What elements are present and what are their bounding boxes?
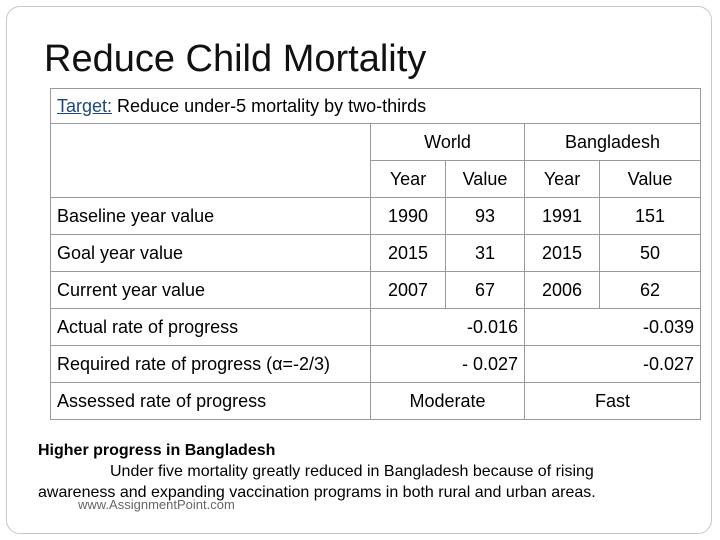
table-row: Current year value 2007 67 2006 62 bbox=[50, 271, 702, 309]
group-header-row: World Bangladesh bbox=[50, 123, 702, 198]
slide-title: Reduce Child Mortality bbox=[44, 38, 427, 80]
rate-row: Actual rate of progress -0.016 -0.039 bbox=[50, 308, 702, 346]
world-value-cell: 31 bbox=[445, 234, 525, 272]
bd-year-cell: 2006 bbox=[524, 271, 600, 309]
world-rate-cell: - 0.027 bbox=[370, 345, 525, 383]
bangladesh-header: Bangladesh bbox=[523, 123, 702, 161]
world-year-cell: 1990 bbox=[370, 197, 446, 235]
world-year-cell: 2007 bbox=[370, 271, 446, 309]
bd-rate-cell: -0.027 bbox=[523, 345, 702, 383]
target-cell: Target: Reduce under-5 mortality by two-… bbox=[49, 88, 702, 124]
bd-year-header: Year bbox=[524, 160, 600, 198]
slide-frame bbox=[6, 6, 712, 534]
rate-row: Assessed rate of progress Moderate Fast bbox=[50, 382, 702, 420]
bd-year-cell: 1991 bbox=[524, 197, 600, 235]
rate-label: Assessed rate of progress bbox=[50, 382, 371, 420]
target-label: Target: bbox=[57, 95, 113, 116]
bd-value-header: Value bbox=[598, 160, 702, 198]
rate-row: Required rate of progress (α=-2/3) - 0.0… bbox=[50, 345, 702, 383]
rate-label: Actual rate of progress bbox=[50, 308, 371, 346]
summary-line-1: Under five mortality greatly reduced in … bbox=[110, 463, 594, 480]
bd-value-cell: 50 bbox=[598, 234, 702, 272]
world-value-cell: 67 bbox=[445, 271, 525, 309]
rate-label: Required rate of progress (α=-2/3) bbox=[50, 345, 371, 383]
table-row: Baseline year value 1990 93 1991 151 bbox=[50, 197, 702, 235]
world-year-cell: 2015 bbox=[370, 234, 446, 272]
row-label: Goal year value bbox=[50, 234, 371, 272]
table-row: Goal year value 2015 31 2015 50 bbox=[50, 234, 702, 272]
row-label: Current year value bbox=[50, 271, 371, 309]
target-row: Target: Reduce under-5 mortality by two-… bbox=[49, 88, 702, 124]
world-rate-cell: Moderate bbox=[370, 382, 525, 420]
target-text: Reduce under-5 mortality by two-thirds bbox=[112, 95, 427, 116]
bd-value-cell: 151 bbox=[598, 197, 702, 235]
world-year-header: Year bbox=[370, 160, 446, 198]
footer-watermark: www.AssignmentPoint.com bbox=[78, 497, 235, 512]
bd-year-cell: 2015 bbox=[524, 234, 600, 272]
mortality-table: Target: Reduce under-5 mortality by two-… bbox=[49, 88, 702, 420]
summary-text: Higher progress in Bangladesh Under five… bbox=[38, 440, 698, 503]
world-header: World bbox=[370, 123, 525, 161]
bd-rate-cell: Fast bbox=[523, 382, 702, 420]
world-value-header: Value bbox=[445, 160, 525, 198]
summary-line-2: awareness and expanding vaccination prog… bbox=[38, 484, 596, 501]
bd-value-cell: 62 bbox=[598, 271, 702, 309]
world-value-cell: 93 bbox=[445, 197, 525, 235]
world-rate-cell: -0.016 bbox=[370, 308, 525, 346]
summary-heading: Higher progress in Bangladesh bbox=[38, 442, 276, 459]
sub-header-row: Year Value Year Value bbox=[51, 160, 702, 198]
empty-header-cell bbox=[50, 123, 371, 198]
row-label: Baseline year value bbox=[50, 197, 371, 235]
bd-rate-cell: -0.039 bbox=[523, 308, 702, 346]
